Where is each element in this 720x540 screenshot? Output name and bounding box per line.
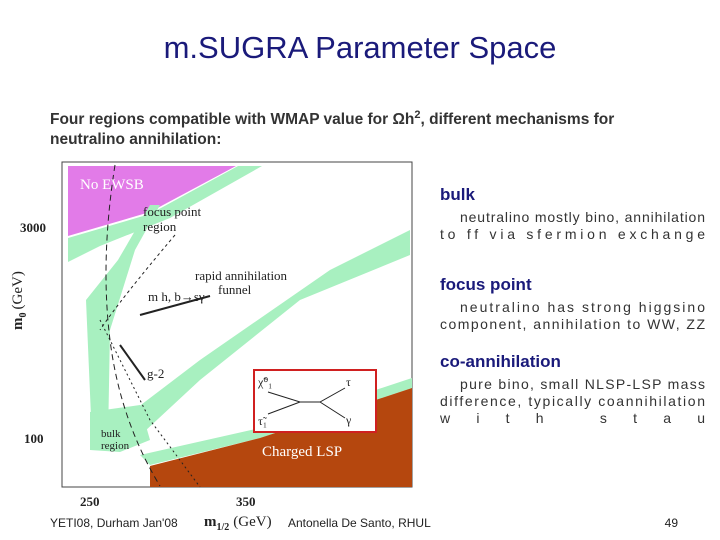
axis-symbol: m <box>10 317 26 330</box>
section-text: component, annihilation to WW, ZZ <box>440 316 705 332</box>
section-heading: bulk <box>440 185 475 204</box>
funnel-band <box>86 205 160 440</box>
region-label: region <box>101 440 130 452</box>
section-heading: co-annihilation <box>440 352 561 371</box>
axis-sub: 1/2 <box>217 522 230 533</box>
slide-title: m.SUGRA Parameter Space <box>164 30 557 65</box>
particle-label: γ <box>345 413 352 427</box>
section-text: neutralino mostly bino, annihilation <box>460 209 705 225</box>
section-text: to ff via sfermion exchange <box>440 226 705 242</box>
focus-band <box>68 166 262 262</box>
intro-text: Four regions compatible with WMAP value … <box>50 111 414 128</box>
particle-label: τ <box>346 375 351 389</box>
intro-text: , different mechanisms for <box>421 111 615 128</box>
axis-unit: (GeV) <box>10 271 26 309</box>
funnel-band <box>108 230 410 445</box>
region-label: focus point <box>143 204 202 219</box>
intro: neutralino annihilation: <box>50 131 221 148</box>
y-axis-title: m0 (GeV) <box>10 271 29 330</box>
g2-line <box>99 319 201 488</box>
region-label: bulk <box>101 428 121 440</box>
mh-line <box>105 164 161 487</box>
no-ewsb-region <box>68 166 236 236</box>
section-text: with stau <box>439 410 705 426</box>
region-label: funnel <box>218 282 252 297</box>
section-text: difference, typically coannihilation <box>440 393 705 409</box>
footer-left: YETI08, Durham Jan'08 <box>50 516 178 530</box>
intro-sup: 2 <box>414 109 420 121</box>
particle-label: χ̃⁰₁ <box>257 375 272 389</box>
x-tick-label: 250 <box>80 494 100 509</box>
y-tick-label: 3000 <box>20 220 46 235</box>
coann-band <box>140 378 412 465</box>
footer-center: Antonella De Santo, RHUL <box>288 516 431 530</box>
x-tick-label: 350 <box>236 494 256 509</box>
bsg-line <box>99 234 176 331</box>
axis-sub: 0 <box>18 313 29 318</box>
section-heading: focus point <box>440 275 532 294</box>
x-axis-title: m1/2 (GeV) <box>204 514 272 533</box>
arrow <box>139 295 211 316</box>
section-text: neutralino has strong higgsino <box>460 299 705 315</box>
region-label: Charged LSP <box>262 444 342 460</box>
particle-label: τ̃₁ <box>258 414 267 428</box>
region-label: rapid annihilation <box>195 268 288 283</box>
figure: No EWSB focus point region rapid annihil… <box>10 161 413 533</box>
bulk-blob <box>90 405 150 452</box>
page-number: 49 <box>665 516 679 530</box>
section-text: pure bino, small NLSP-LSP mass <box>460 376 705 392</box>
constraint-label: m h, b→sγ <box>148 289 205 304</box>
feynman-lines <box>267 387 346 419</box>
constraint-label: g-2 <box>147 366 164 381</box>
y-tick-label: 100 <box>24 431 44 446</box>
region-label: No EWSB <box>80 177 144 193</box>
axis-unit: (GeV) <box>233 514 271 530</box>
arrow <box>119 344 146 381</box>
axis-symbol: m <box>204 514 217 530</box>
sections: bulk neutralino mostly bino, annihilation… <box>439 185 705 426</box>
intro: Four regions compatible with WMAP value … <box>50 109 614 128</box>
diagram-box <box>253 369 377 433</box>
region-label: region <box>143 219 177 234</box>
